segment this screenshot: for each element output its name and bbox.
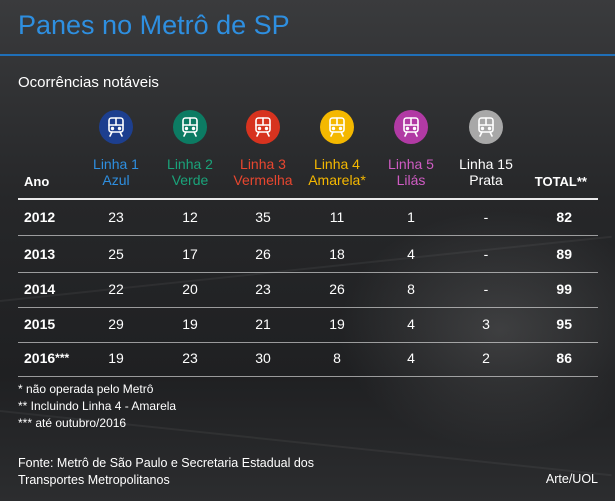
line-header: Linha 2 Verde bbox=[150, 156, 230, 188]
row-total: 86 bbox=[556, 350, 572, 366]
train-icon bbox=[246, 110, 280, 144]
table-cell: 22 bbox=[108, 281, 124, 297]
line-header: Linha 15 Prata bbox=[446, 156, 526, 188]
table-cell: 19 bbox=[108, 350, 124, 366]
table-cell: 2 bbox=[482, 350, 490, 366]
table-cell: 29 bbox=[108, 316, 124, 332]
line-header: Linha 3 Vermelha bbox=[223, 156, 303, 188]
table-cell: 4 bbox=[407, 316, 415, 332]
table-cell: 23 bbox=[255, 281, 271, 297]
table-cell: 8 bbox=[407, 281, 415, 297]
header-total: TOTAL** bbox=[534, 174, 587, 189]
table-row: 2015 29 19 21 19 4 3 95 bbox=[0, 307, 615, 342]
line-name: Linha 15 bbox=[459, 156, 513, 172]
row-year: 2016*** bbox=[24, 350, 69, 366]
table-cell: 35 bbox=[255, 209, 271, 225]
year-value: 2015 bbox=[24, 316, 56, 332]
line-name: Linha 1 bbox=[93, 156, 139, 172]
row-year: 2013 bbox=[24, 246, 55, 262]
year-value: 2012 bbox=[24, 209, 56, 225]
line-name: Linha 5 bbox=[388, 156, 434, 172]
table-cell: 1 bbox=[407, 209, 415, 225]
row-divider bbox=[18, 307, 598, 308]
line-color-name: Azul bbox=[102, 172, 130, 188]
row-total: 89 bbox=[556, 246, 572, 262]
table-cell: 4 bbox=[407, 350, 415, 366]
table-cell: 19 bbox=[182, 316, 198, 332]
table-row: 2014 22 20 23 26 8 - 99 bbox=[0, 272, 615, 307]
footnotes: * não operada pelo Metrô ** Incluindo Li… bbox=[18, 381, 176, 432]
row-year: 2012 bbox=[24, 209, 55, 225]
train-icon bbox=[320, 110, 354, 144]
table-cell: 19 bbox=[329, 316, 345, 332]
year-value: 2016 bbox=[24, 350, 56, 366]
table-cell: 4 bbox=[407, 246, 415, 262]
table-cell: 11 bbox=[329, 209, 345, 225]
source-note: Fonte: Metrô de São Paulo e Secretaria E… bbox=[18, 455, 314, 489]
table-cell: 26 bbox=[255, 246, 271, 262]
table-row: 2016*** 19 23 30 8 4 2 86 bbox=[0, 341, 615, 376]
table-cell: 23 bbox=[108, 209, 124, 225]
source-line: Fonte: Metrô de São Paulo e Secretaria E… bbox=[18, 456, 315, 470]
table-cell: 8 bbox=[333, 350, 341, 366]
line-color-name: Amarela* bbox=[308, 172, 366, 188]
footnote: * não operada pelo Metrô bbox=[18, 382, 154, 396]
train-icon bbox=[394, 110, 428, 144]
table-cell: - bbox=[483, 246, 489, 262]
train-icon bbox=[99, 110, 133, 144]
year-value: 2013 bbox=[24, 246, 56, 262]
row-divider bbox=[18, 272, 598, 273]
table-cell: 20 bbox=[182, 281, 198, 297]
table-cell: 12 bbox=[182, 209, 198, 225]
year-footnote-mark: *** bbox=[55, 351, 70, 365]
year-value: 2014 bbox=[24, 281, 56, 297]
header-divider bbox=[18, 198, 598, 200]
line-header: Linha 4 Amarela* bbox=[297, 156, 377, 188]
row-total: 99 bbox=[556, 281, 572, 297]
row-year: 2015 bbox=[24, 316, 55, 332]
line-name: Linha 4 bbox=[314, 156, 360, 172]
table-cell: 30 bbox=[255, 350, 271, 366]
line-color-name: Verde bbox=[171, 172, 209, 188]
line-color-name: Vermelha bbox=[233, 172, 293, 188]
table-cell: 17 bbox=[182, 246, 198, 262]
row-divider bbox=[18, 235, 598, 236]
line-name: Linha 3 bbox=[240, 156, 286, 172]
footnote: ** Incluindo Linha 4 - Amarela bbox=[18, 399, 177, 413]
header-year: Ano bbox=[24, 174, 50, 189]
title-bar: Panes no Metrô de SP bbox=[0, 0, 615, 56]
row-total: 82 bbox=[556, 209, 572, 225]
credit: Arte/UOL bbox=[545, 472, 598, 486]
row-divider bbox=[18, 376, 598, 377]
table-cell: - bbox=[483, 281, 489, 297]
row-divider bbox=[18, 342, 598, 343]
page-title: Panes no Metrô de SP bbox=[18, 10, 290, 40]
table-row: 2013 25 17 26 18 4 - 89 bbox=[0, 237, 615, 272]
subtitle: Ocorrências notáveis bbox=[18, 74, 159, 91]
line-name: Linha 2 bbox=[167, 156, 213, 172]
table-cell: 25 bbox=[108, 246, 124, 262]
table-cell: 18 bbox=[329, 246, 345, 262]
table-row: 2012 23 12 35 11 1-82 bbox=[0, 200, 615, 235]
train-icon bbox=[469, 110, 503, 144]
table-cell: 3 bbox=[482, 316, 490, 332]
table-cell: 23 bbox=[182, 350, 198, 366]
row-total: 95 bbox=[556, 316, 572, 332]
row-year: 2014 bbox=[24, 281, 55, 297]
source-line: Transportes Metropolitanos bbox=[18, 473, 170, 487]
line-header: Linha 5 Lilás bbox=[371, 156, 451, 188]
line-color-name: Lilás bbox=[396, 172, 426, 188]
line-color-name: Prata bbox=[469, 172, 503, 188]
table-cell: 21 bbox=[255, 316, 271, 332]
table-cell: - bbox=[483, 209, 489, 225]
train-icon bbox=[173, 110, 207, 144]
line-header: Linha 1 Azul bbox=[76, 156, 156, 188]
table-cell: 26 bbox=[329, 281, 345, 297]
footnote: *** até outubro/2016 bbox=[18, 416, 127, 430]
